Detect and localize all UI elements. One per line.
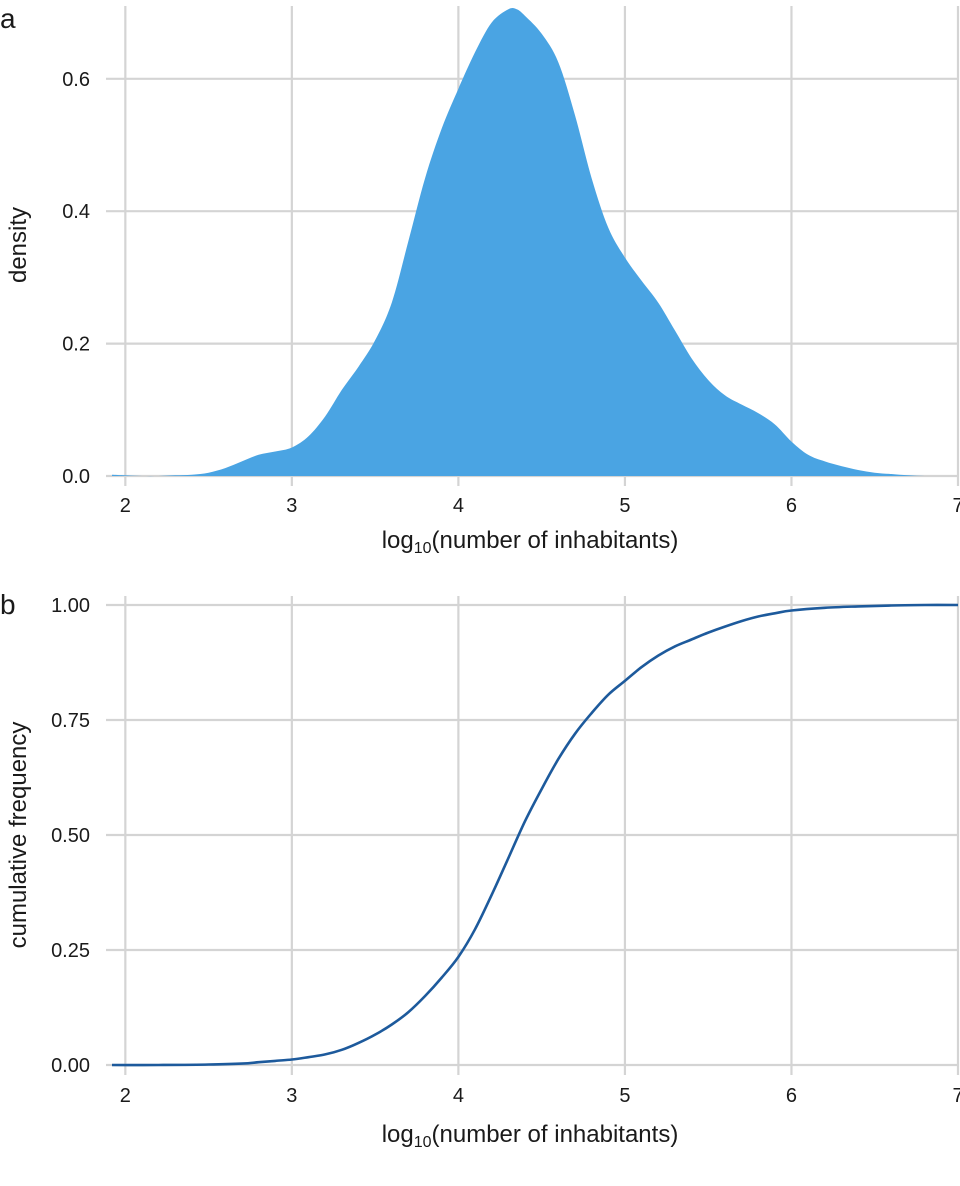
- panel-label-b: b: [0, 589, 16, 620]
- density-y-ticks: 0.0 0.2 0.4 0.6: [62, 69, 90, 488]
- cdf-x-axis-label-suffix: (number of inhabitants): [432, 1121, 679, 1148]
- density-y-tick-label: 0.6: [62, 69, 90, 91]
- cdf-y-tick-label: 0.25: [51, 940, 90, 962]
- density-x-tick-label: 5: [619, 495, 630, 517]
- density-x-axis-label-suffix: (number of inhabitants): [432, 527, 679, 554]
- cdf-y-tick-label: 0.75: [51, 710, 90, 732]
- cdf-gridlines: [106, 596, 960, 1075]
- cdf-x-tick-label: 6: [786, 1085, 797, 1107]
- cdf-x-tick-label: 3: [286, 1085, 297, 1107]
- cdf-y-ticks: 0.00 0.25 0.50 0.75 1.00: [51, 595, 90, 1077]
- cdf-x-tick-label: 2: [120, 1085, 131, 1107]
- cdf-x-tick-label: 7: [952, 1085, 960, 1107]
- cdf-x-axis-label-subscript: 10: [414, 1134, 432, 1151]
- cdf-x-axis-label-prefix: log: [382, 1121, 414, 1148]
- cdf-y-tick-label: 1.00: [51, 595, 90, 617]
- cdf-line: [111, 603, 959, 1067]
- cdf-x-tick-label: 4: [453, 1085, 464, 1107]
- density-y-tick-label: 0.0: [62, 466, 90, 488]
- density-x-ticks: 2 3 4 5 6 7: [120, 495, 960, 517]
- density-x-tick-label: 2: [120, 495, 131, 517]
- cdf-x-axis-label: log10(number of inhabitants): [382, 1121, 679, 1151]
- density-x-axis-label: log10(number of inhabitants): [382, 527, 679, 557]
- density-area: [112, 8, 958, 477]
- panel-label-a: a: [0, 3, 16, 34]
- density-x-axis-label-prefix: log: [382, 527, 414, 554]
- density-y-tick-label: 0.4: [62, 201, 90, 223]
- cdf-y-tick-label: 0.00: [51, 1055, 90, 1077]
- cdf-y-axis-label: cumulative frequency: [5, 722, 32, 949]
- density-x-tick-label: 6: [786, 495, 797, 517]
- cdf-y-tick-label: 0.50: [51, 825, 90, 847]
- cdf-x-tick-label: 5: [619, 1085, 630, 1107]
- cdf-panel: 2 3 4 5 6 7 0.00 0.25 0.50 0.75 1.00 b cumulative…: [0, 589, 960, 1151]
- density-x-tick-label: 7: [952, 495, 960, 517]
- density-panel: 2 3 4 5 6 7 0.0 0.2 0.4 0.6 a density log10(numb…: [0, 3, 960, 557]
- cdf-x-ticks: 2 3 4 5 6 7: [120, 1085, 960, 1107]
- density-y-axis-label: density: [5, 207, 32, 283]
- density-x-tick-label: 3: [286, 495, 297, 517]
- density-x-axis-label-subscript: 10: [414, 540, 432, 557]
- density-y-tick-label: 0.2: [62, 334, 90, 356]
- density-x-tick-label: 4: [453, 495, 464, 517]
